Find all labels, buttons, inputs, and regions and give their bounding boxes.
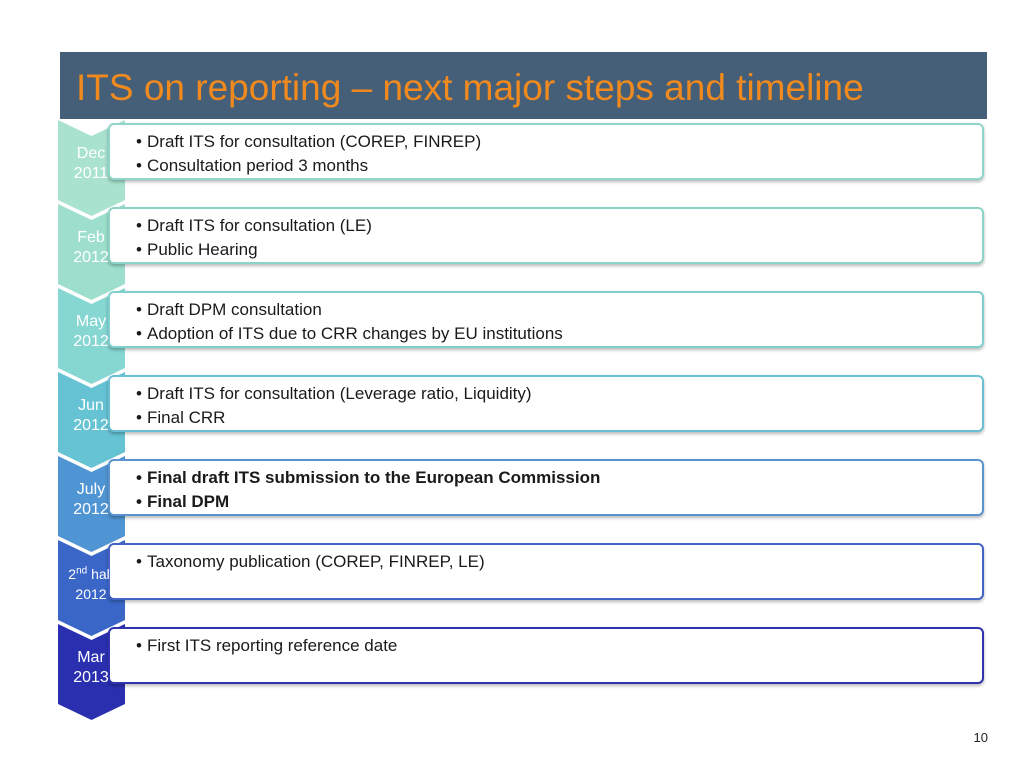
step-item-list: • Draft ITS for consultation (COREP, FINR… xyxy=(136,130,481,178)
step-content-box: • First ITS reporting reference date xyxy=(108,627,984,684)
step-item-text: Taxonomy publication (COREP, FINREP, LE) xyxy=(147,552,485,571)
step-date-ordinal: 2 xyxy=(68,566,77,582)
page-number: 10 xyxy=(973,730,988,745)
step-content-box: • Draft DPM consultation • Adoption of ITS … xyxy=(108,291,984,348)
step-date-line1: Mar xyxy=(77,649,105,666)
step-item-text: Draft ITS for consultation (LE) xyxy=(147,216,372,235)
timeline-step: • Final draft ITS submission to the Europ… xyxy=(0,456,1024,556)
step-item-text: Final draft ITS submission to the Europe… xyxy=(147,468,601,487)
step-item: • Draft ITS for consultation (COREP, FINR… xyxy=(136,130,481,154)
timeline-step: • Draft ITS for consultation (Leverage ra… xyxy=(0,372,1024,472)
step-content-box: • Draft ITS for consultation (LE) • Public … xyxy=(108,207,984,264)
step-content-box: • Draft ITS for consultation (COREP, FINR… xyxy=(108,123,984,180)
step-date-year: 2012 xyxy=(73,333,109,350)
timeline-step: • Draft ITS for consultation (COREP, FINR… xyxy=(0,120,1024,220)
bullet-icon: • xyxy=(136,324,142,343)
step-item-text: First ITS reporting reference date xyxy=(147,636,398,655)
timeline-step: • Taxonomy publication (COREP, FINREP, LE… xyxy=(0,540,1024,640)
step-date-line1: July xyxy=(76,481,106,498)
step-date-label: 2nd half 2012 xyxy=(58,564,124,604)
bullet-icon: • xyxy=(136,408,142,427)
step-item-text: Draft ITS for consultation (Leverage rat… xyxy=(147,384,532,403)
step-item-text: Final DPM xyxy=(147,492,230,511)
step-date-year: 2012 xyxy=(73,249,109,266)
step-date-line1: May xyxy=(75,313,107,330)
step-item: • Final draft ITS submission to the Europ… xyxy=(136,466,600,490)
step-date-label: Mar 2013 xyxy=(58,648,124,688)
step-item-text: Adoption of ITS due to CRR changes by EU… xyxy=(147,324,563,343)
step-item: • Final CRR xyxy=(136,406,532,430)
step-item: • Consultation period 3 months xyxy=(136,154,481,178)
step-item-list: • Final draft ITS submission to the Europ… xyxy=(136,466,600,514)
step-item-text: Draft DPM consultation xyxy=(147,300,322,319)
step-date-label: Jun 2012 xyxy=(58,396,124,436)
step-date-year: 2012 xyxy=(73,501,109,518)
step-date-label: May 2012 xyxy=(58,312,124,352)
step-item-text: Draft ITS for consultation (COREP, FINRE… xyxy=(147,132,482,151)
bullet-icon: • xyxy=(136,636,142,655)
bullet-icon: • xyxy=(136,300,142,319)
title-bar: ITS on reporting – next major steps and … xyxy=(60,52,987,119)
step-item: • Final DPM xyxy=(136,490,600,514)
step-date-label: Dec 2011 xyxy=(58,144,124,184)
bullet-icon: • xyxy=(136,240,142,259)
bullet-icon: • xyxy=(136,552,142,571)
step-date-year: 2012 xyxy=(75,586,107,602)
step-item-list: • Taxonomy publication (COREP, FINREP, LE… xyxy=(136,550,485,574)
step-item: • Adoption of ITS due to CRR changes by E… xyxy=(136,322,563,346)
bullet-icon: • xyxy=(136,216,142,235)
step-date-line1: Dec xyxy=(76,145,106,162)
step-content-box: • Taxonomy publication (COREP, FINREP, LE… xyxy=(108,543,984,600)
bullet-icon: • xyxy=(136,492,142,511)
step-date-year: 2013 xyxy=(73,669,109,686)
step-item: • Public Hearing xyxy=(136,238,372,262)
step-date-line1: 2nd half xyxy=(58,564,124,584)
step-content-box: • Final draft ITS submission to the Europ… xyxy=(108,459,984,516)
bullet-icon: • xyxy=(136,384,142,403)
step-item: • First ITS reporting reference date xyxy=(136,634,397,658)
step-date-line1: Jun xyxy=(78,397,104,414)
step-item-list: • First ITS reporting reference date xyxy=(136,634,397,658)
step-item: • Draft ITS for consultation (LE) xyxy=(136,214,372,238)
step-date-line1: Feb xyxy=(77,229,105,246)
step-date-label: July 2012 xyxy=(58,480,124,520)
step-date-ordinal-suffix: nd xyxy=(76,565,88,577)
step-date-label: Feb 2012 xyxy=(58,228,124,268)
bullet-icon: • xyxy=(136,156,142,175)
bullet-icon: • xyxy=(136,132,142,151)
step-date-year: 2011 xyxy=(73,165,109,182)
timeline-step: • First ITS reporting reference date Mar 20… xyxy=(0,624,1024,724)
step-item-text: Consultation period 3 months xyxy=(147,156,369,175)
step-item: • Draft ITS for consultation (Leverage ra… xyxy=(136,382,532,406)
step-item-list: • Draft ITS for consultation (LE) • Public … xyxy=(136,214,372,262)
step-item: • Draft DPM consultation xyxy=(136,298,563,322)
slide-title: ITS on reporting – next major steps and … xyxy=(76,67,864,108)
step-item-list: • Draft ITS for consultation (Leverage ra… xyxy=(136,382,532,430)
step-content-box: • Draft ITS for consultation (Leverage ra… xyxy=(108,375,984,432)
bullet-icon: • xyxy=(136,468,142,487)
timeline-step: • Draft DPM consultation • Adoption of ITS … xyxy=(0,288,1024,388)
step-item-list: • Draft DPM consultation • Adoption of ITS … xyxy=(136,298,563,346)
timeline-step: • Draft ITS for consultation (LE) • Public … xyxy=(0,204,1024,304)
step-item-text: Final CRR xyxy=(147,408,226,427)
step-item: • Taxonomy publication (COREP, FINREP, LE… xyxy=(136,550,485,574)
step-item-text: Public Hearing xyxy=(147,240,258,259)
step-date-period: half xyxy=(87,566,114,582)
step-date-year: 2012 xyxy=(73,417,109,434)
